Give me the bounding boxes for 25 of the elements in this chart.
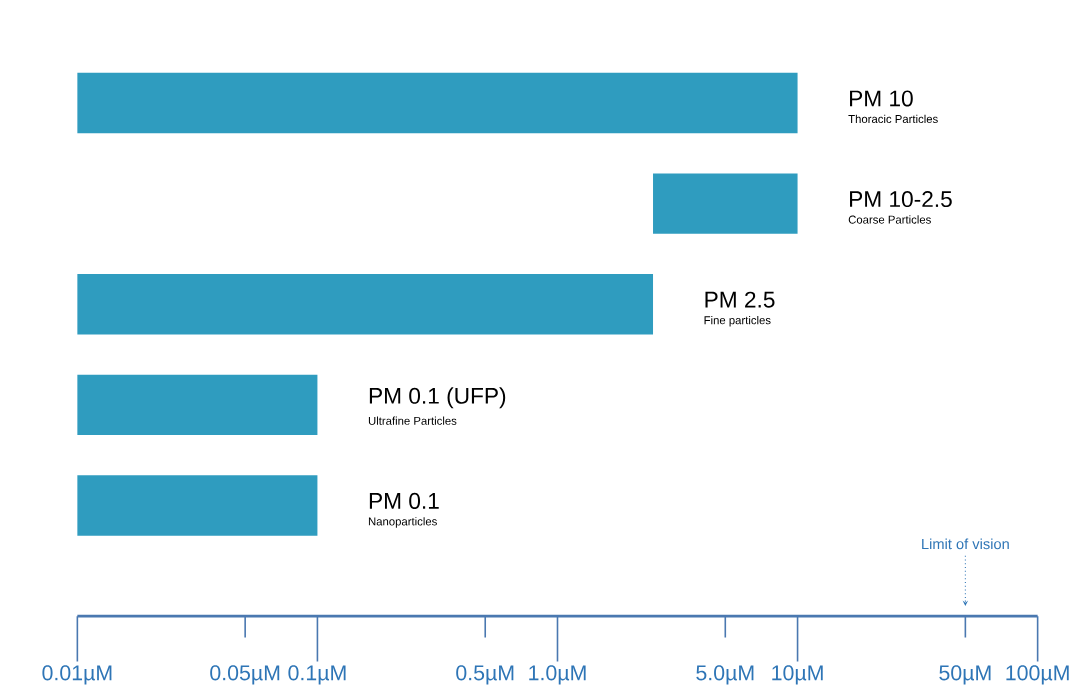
annotation: Fine particles <box>704 315 771 327</box>
x-tick-label: 0.5µM <box>456 665 514 685</box>
bar <box>653 173 798 234</box>
bar <box>77 72 798 134</box>
bar <box>77 274 654 335</box>
x-tick-label: 0.01µM <box>42 665 112 685</box>
x-tick-label: 10µM <box>772 665 823 685</box>
y-tick-label: PM 10 <box>850 90 913 107</box>
y-tick-label: PM 2.5 <box>705 291 775 308</box>
x-tick-label: 0.05µM <box>210 665 280 685</box>
x-tick-label: 5.0µM <box>696 665 754 685</box>
annotation: Coarse Particles <box>848 215 931 224</box>
ref-line-label: Limit of vision <box>922 538 1009 550</box>
x-tick-label: 50µM <box>939 665 991 685</box>
annotation: Ultrafine Particles <box>368 416 457 425</box>
x-tick-label: 0.1µM <box>288 665 346 685</box>
y-tick-label: PM 0.1 (UFP) <box>369 387 506 409</box>
x-tick-label: 100µM <box>1006 665 1069 685</box>
y-tick-label: PM 0.1 <box>369 492 439 509</box>
bar <box>77 475 318 536</box>
annotation: Nanoparticles <box>368 517 437 528</box>
bar <box>77 374 318 436</box>
annotation: Thoracic Particles <box>848 114 938 123</box>
y-tick-label: PM 10-2.5 <box>850 191 952 208</box>
x-tick-label: 1.0µM <box>529 665 586 685</box>
